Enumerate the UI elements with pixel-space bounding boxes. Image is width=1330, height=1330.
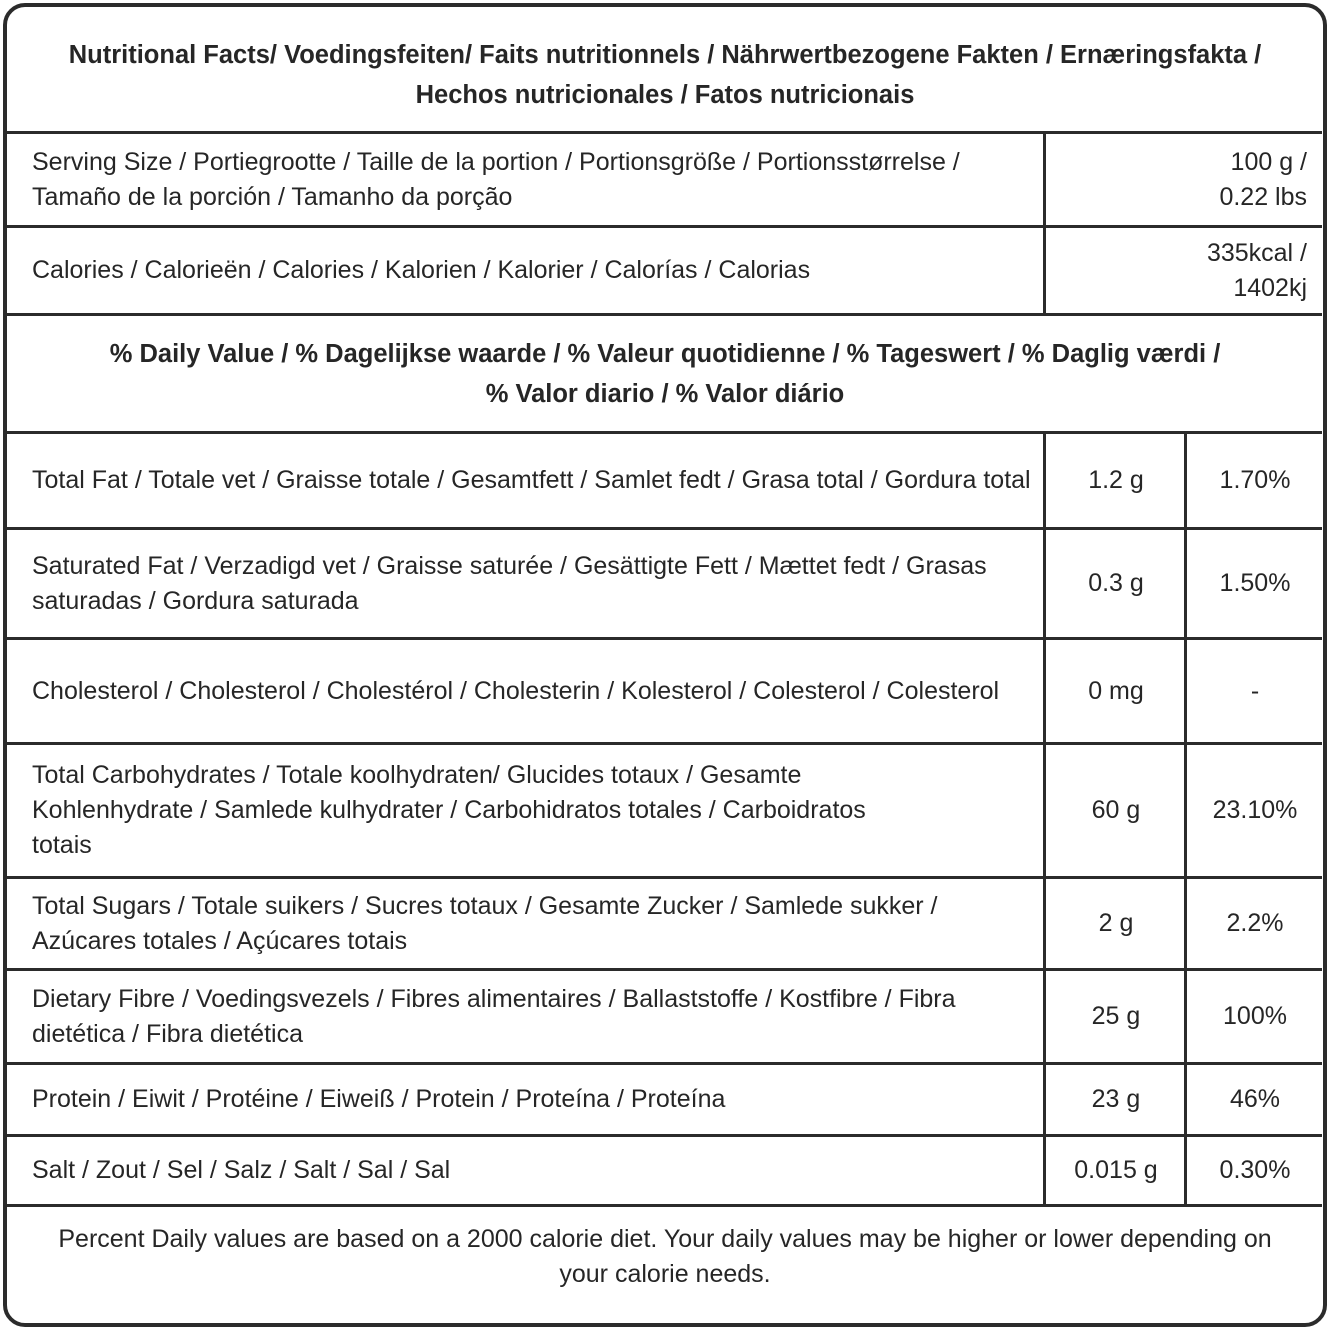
footnote: Percent Daily values are based on a 2000… xyxy=(58,1225,1272,1288)
divider xyxy=(7,968,1322,971)
title: Nutritional Facts/ Voedingsfeiten/ Faits… xyxy=(68,41,1262,109)
calories-label: Calories / Calorieën / Calories / Kalori… xyxy=(32,256,811,284)
nutrient-daily-value: 2.2% xyxy=(1226,909,1284,937)
nutrient-label-fibre: Dietary Fibre / Voedingsvezels / Fibres … xyxy=(32,984,956,1048)
nutrient-daily-value: 46% xyxy=(1229,1085,1281,1113)
divider xyxy=(7,131,1322,134)
column-divider xyxy=(1043,433,1046,1206)
nutrient-daily-value: 0.30% xyxy=(1219,1156,1291,1184)
serving-size-label: Serving Size / Portiegrootte / Taille de… xyxy=(32,147,960,211)
nutrient-label-sugars: Total Sugars / Totale suikers / Sucres t… xyxy=(32,891,938,955)
daily-value-header: % Daily Value / % Dagelijkse waarde / % … xyxy=(109,339,1221,408)
nutrient-label-cholesterol: Cholesterol / Cholesterol / Cholestérol … xyxy=(32,676,1000,705)
nutrient-amount: 1.2 g xyxy=(1088,466,1144,494)
nutrient-amount: 0.015 g xyxy=(1074,1156,1158,1184)
divider xyxy=(7,313,1322,316)
divider xyxy=(7,1204,1322,1207)
divider xyxy=(7,225,1322,228)
nutrient-amount: 23 g xyxy=(1091,1085,1141,1113)
nutrient-daily-value: 1.70% xyxy=(1219,466,1291,494)
calories-value: 335kcal / 1402kj xyxy=(1206,238,1307,302)
nutrient-amount: 60 g xyxy=(1091,796,1141,824)
nutrient-daily-value: 23.10% xyxy=(1212,796,1298,824)
divider xyxy=(7,527,1322,530)
nutrient-amount: 0.3 g xyxy=(1088,569,1144,597)
nutrient-label-total-fat: Total Fat / Totale vet / Graisse totale … xyxy=(32,466,1031,494)
divider xyxy=(7,742,1322,745)
label-frame xyxy=(3,3,1327,1327)
divider xyxy=(7,876,1322,879)
column-divider xyxy=(1043,133,1046,315)
nutrient-daily-value: 100% xyxy=(1223,1002,1287,1030)
nutrient-label-saturated-fat: Saturated Fat / Verzadigd vet / Graisse … xyxy=(32,551,987,615)
nutrient-amount: 2 g xyxy=(1098,909,1134,937)
nutrient-daily-value: - xyxy=(1250,676,1260,705)
nutrient-label-protein: Protein / Eiwit / Protéine / Eiweiß / Pr… xyxy=(32,1085,726,1113)
nutrient-amount: 0 mg xyxy=(1088,676,1144,705)
divider xyxy=(7,1062,1322,1065)
divider xyxy=(7,637,1322,640)
nutrient-label-salt: Salt / Zout / Sel / Salz / Salt / Sal / … xyxy=(32,1156,451,1184)
nutrient-daily-value: 1.50% xyxy=(1219,569,1291,597)
nutrient-label-carbohydrates: Total Carbohydrates / Totale koolhydrate… xyxy=(32,761,866,859)
nutrient-amount: 25 g xyxy=(1091,1002,1141,1030)
divider xyxy=(7,1134,1322,1137)
divider xyxy=(7,431,1322,434)
column-divider xyxy=(1184,433,1187,1206)
serving-size-value: 100 g / 0.22 lbs xyxy=(1219,147,1307,211)
